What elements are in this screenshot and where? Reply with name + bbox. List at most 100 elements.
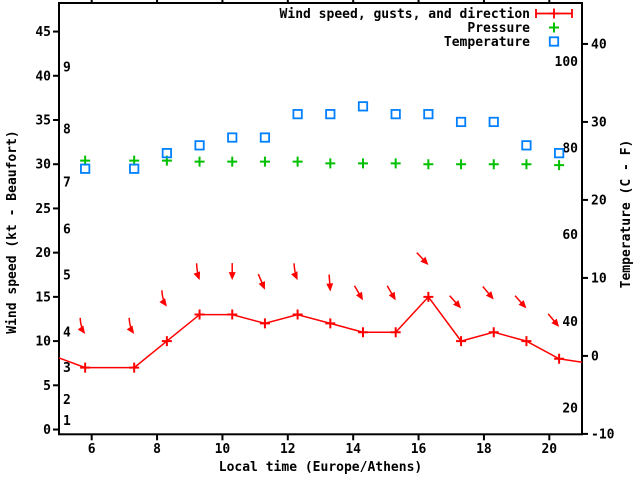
plus-marker: [227, 309, 238, 320]
gust-arrow-head: [356, 291, 363, 301]
fahrenheit-label: 80: [562, 141, 578, 156]
y-left-tick-label: 15: [35, 290, 51, 305]
y-left-tick-label: 35: [35, 114, 51, 129]
legend-label: Wind speed, gusts, and direction: [280, 7, 530, 22]
beaufort-label: 3: [63, 361, 71, 376]
x-axis: 6 8 10 12 14 16 18 20 Local time (Europe/Athens): [88, 0, 557, 475]
x-tick-label: 20: [541, 442, 557, 457]
y-left-axis-title: Wind speed (kt - Beaufort): [5, 130, 20, 334]
plus-marker: [227, 156, 238, 167]
square-marker: [455, 116, 467, 128]
wind-gust-arrows: [77, 252, 560, 334]
square-marker: [521, 140, 532, 151]
x-tick-label: 10: [215, 442, 231, 457]
gust-arrow-head: [420, 256, 429, 265]
pressure-series: [80, 155, 565, 171]
beaufort-label: 8: [63, 122, 71, 137]
fahrenheit-label: 100: [555, 55, 579, 70]
y-right-tick-label: 30: [591, 115, 607, 130]
plus-marker: [161, 336, 172, 347]
y-left-tick-label: 40: [35, 69, 51, 84]
beaufort-label: 1: [63, 414, 71, 429]
beaufort-label: 7: [63, 175, 71, 190]
y-left-tick-label: 30: [35, 158, 51, 173]
beaufort-label: 2: [63, 393, 71, 408]
plus-marker: [488, 327, 499, 338]
fahrenheit-label: 60: [562, 228, 578, 243]
square-marker: [129, 163, 140, 174]
y-left-tick-label: 25: [35, 202, 51, 217]
fahrenheit-label: 20: [562, 401, 578, 416]
y-right-tick-label: 10: [591, 271, 607, 286]
plus-marker: [521, 159, 532, 170]
legend: Wind speed, gusts, and directionPressure…: [280, 7, 573, 50]
plus-marker: [554, 353, 565, 364]
square-marker: [554, 148, 565, 159]
x-tick-label: 8: [153, 442, 161, 457]
y-left-tick-label: 0: [43, 423, 51, 438]
gust-arrow-head: [258, 281, 265, 290]
plus-marker: [325, 318, 336, 329]
x-tick-label: 6: [88, 442, 96, 457]
x-axis-title: Local time (Europe/Athens): [219, 460, 423, 475]
gust-arrow-head: [453, 300, 462, 309]
plus-marker: [325, 158, 336, 169]
x-tick-label: 18: [476, 442, 492, 457]
beaufort-label: 9: [63, 60, 71, 75]
square-marker: [227, 132, 238, 143]
y-right-tick-label: 20: [591, 193, 607, 208]
legend-label: Temperature: [444, 35, 530, 50]
wind-speed-series: [58, 291, 583, 373]
y-right-tick-label: -10: [591, 427, 615, 442]
square-marker: [357, 101, 369, 112]
square-marker: [548, 36, 560, 47]
plus-marker: [390, 158, 401, 169]
square-marker: [161, 148, 172, 159]
gust-arrow-head: [193, 271, 201, 281]
square-marker: [325, 109, 336, 120]
y-axis-right: -10 0 10 20 30 40 Temperature (C - F) 20 40 60 80 1…: [555, 37, 634, 442]
gust-arrow-head: [551, 318, 560, 327]
plus-marker: [194, 309, 205, 320]
plus-marker: [80, 362, 91, 373]
beaufort-label: 4: [63, 326, 71, 341]
square-marker: [194, 140, 205, 151]
plot-border: [58, 2, 583, 436]
y-right-tick-label: 40: [591, 37, 607, 52]
fahrenheit-label: 40: [562, 315, 578, 330]
plus-marker: [554, 160, 565, 171]
plus-marker: [456, 336, 467, 347]
plus-marker: [259, 318, 270, 329]
legend-label: Pressure: [467, 21, 530, 36]
plus-marker: [549, 8, 559, 19]
y-left-tick-label: 5: [43, 379, 51, 394]
y-left-tick-label: 20: [35, 246, 51, 261]
plus-marker: [357, 158, 368, 169]
plus-marker: [423, 159, 434, 170]
wind-speed-line: [58, 295, 583, 369]
y-right-axis-title: Temperature (C - F): [619, 140, 634, 289]
temperature-series: [80, 101, 565, 174]
plus-marker: [488, 159, 499, 170]
square-marker: [488, 116, 499, 128]
gust-arrow-head: [77, 325, 86, 334]
gust-arrow-head: [291, 271, 298, 281]
square-marker: [292, 109, 303, 120]
x-tick-label: 16: [411, 442, 427, 457]
plus-marker: [259, 156, 270, 167]
beaufort-label: 5: [63, 268, 71, 283]
gust-arrow-head: [485, 291, 494, 300]
square-marker: [423, 109, 434, 120]
plus-marker: [292, 309, 303, 320]
square-marker: [390, 109, 401, 120]
plus-marker: [390, 327, 401, 338]
y-left-tick-label: 45: [35, 25, 51, 40]
x-tick-label: 12: [280, 442, 296, 457]
square-marker: [259, 132, 271, 143]
plus-marker: [357, 327, 368, 338]
gust-arrow-head: [326, 283, 334, 292]
gust-arrow-head: [518, 300, 527, 309]
gust-arrow-head: [228, 272, 236, 281]
